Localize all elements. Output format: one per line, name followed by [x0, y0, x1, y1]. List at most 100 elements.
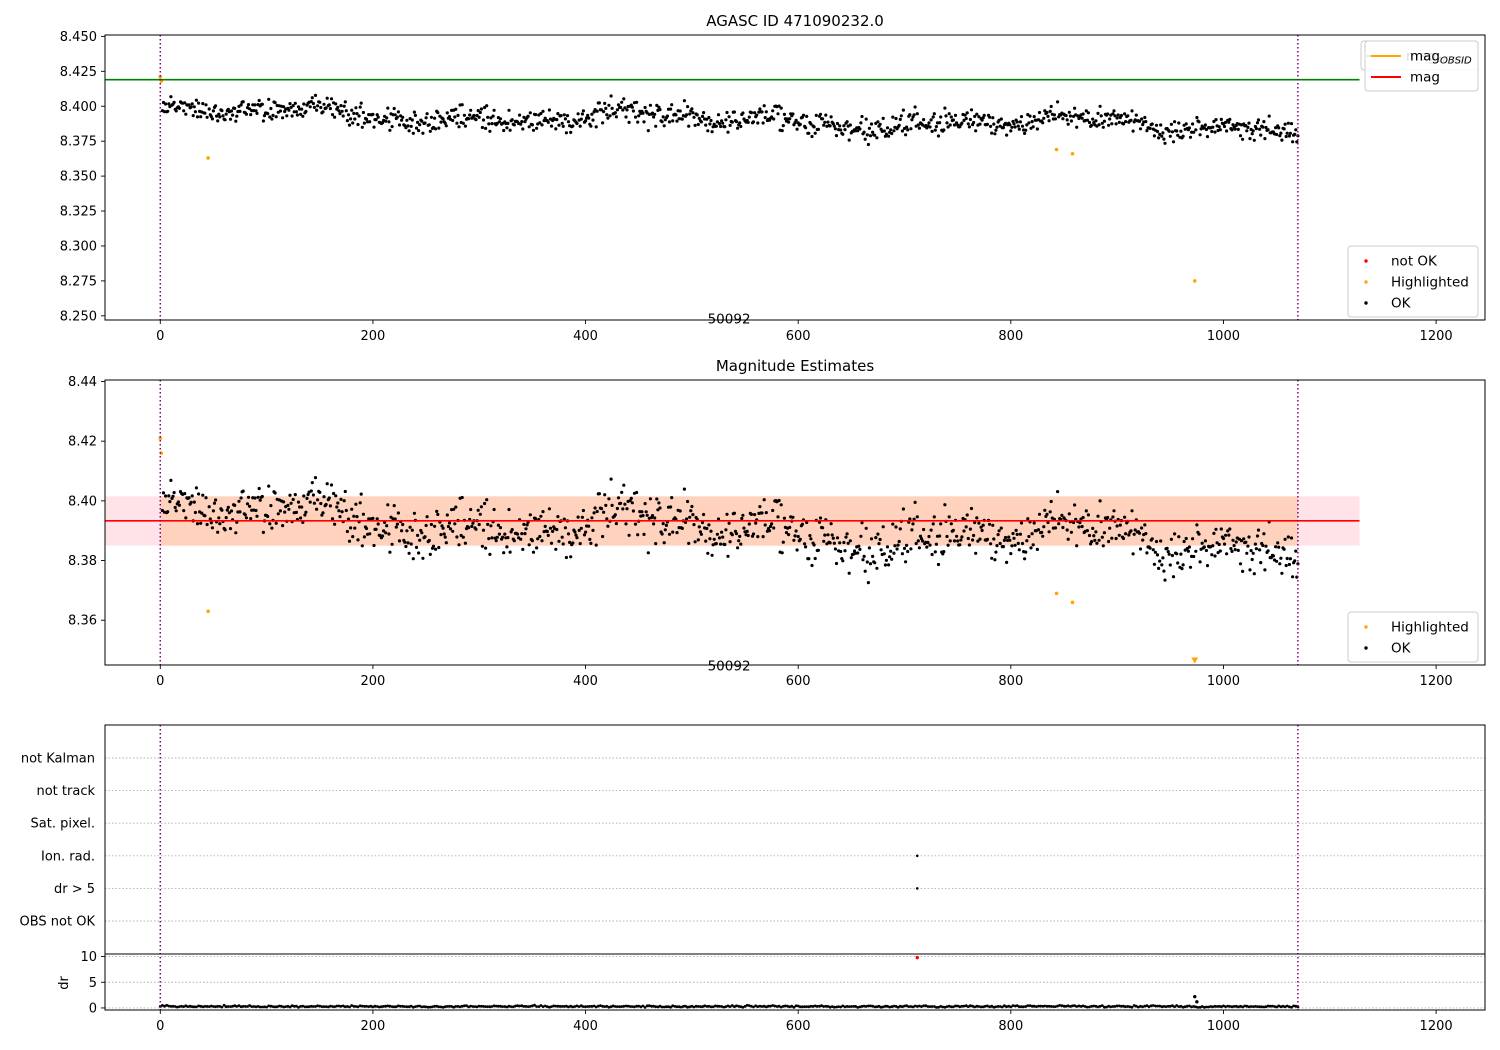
dr-point [1294, 1004, 1298, 1008]
data-point-ok [974, 129, 978, 133]
data-point-ok [1213, 554, 1217, 558]
data-point-ok [1046, 520, 1050, 525]
dr-point [579, 1004, 583, 1008]
data-point-ok [754, 521, 758, 525]
data-point-ok [627, 533, 631, 537]
data-point-ok [1258, 548, 1262, 552]
data-point-ok [1009, 129, 1013, 133]
data-point-ok [527, 543, 531, 547]
data-point-ok [249, 113, 253, 117]
data-point-ok [1252, 138, 1256, 142]
data-point-ok [308, 500, 312, 504]
data-point-ok [1191, 122, 1195, 126]
dr-point [1107, 1004, 1110, 1008]
data-point-ok [557, 539, 561, 543]
data-point-ok [561, 124, 565, 128]
dr-point [898, 1004, 902, 1008]
data-point-ok [725, 110, 729, 115]
data-point-ok [1069, 530, 1073, 534]
dr-point [911, 1005, 915, 1009]
data-point-ok [680, 526, 684, 531]
data-point-ok [387, 532, 391, 536]
x-tick-label: 600 [786, 1019, 811, 1034]
data-point-ok [1155, 129, 1160, 134]
data-point-ok [193, 110, 197, 114]
data-point-ok [1154, 539, 1159, 544]
dr-point [339, 1004, 343, 1008]
dr-point [1009, 1005, 1013, 1009]
data-point-ok [554, 547, 558, 551]
y-tick-label: 8.250 [60, 309, 97, 324]
dr-point [901, 1005, 904, 1009]
data-point-ok [798, 122, 802, 126]
dr-point [1058, 1004, 1062, 1007]
dr-point [252, 1005, 256, 1008]
data-point-ok [904, 560, 908, 564]
dr-point [937, 1005, 940, 1009]
dr-point [628, 1005, 632, 1008]
data-point-ok [972, 120, 976, 125]
data-point-ok [1154, 123, 1159, 127]
dr-point [346, 1005, 349, 1008]
data-point-ok [660, 120, 664, 124]
dr-point [180, 1004, 183, 1008]
data-point-ok [1200, 541, 1204, 545]
data-point-ok [375, 113, 379, 117]
dr-point [318, 1004, 322, 1008]
data-point-ok [627, 120, 631, 124]
data-point-ok [584, 530, 588, 534]
data-point-ok [546, 533, 550, 538]
data-point-ok [1248, 568, 1252, 572]
dr-point [675, 1005, 679, 1009]
data-point-ok [325, 482, 329, 486]
dr-point [645, 1004, 649, 1008]
data-point-ok [564, 131, 569, 135]
data-point-ok [519, 122, 523, 126]
data-point-ok [1275, 559, 1279, 563]
data-point-ok [702, 512, 706, 517]
data-point-ok [1168, 134, 1172, 138]
data-point-ok [192, 105, 196, 109]
data-point-ok [1204, 127, 1208, 132]
data-point-ok [975, 112, 979, 116]
dr-point [382, 1005, 385, 1008]
data-point-ok [427, 123, 431, 127]
data-point-ok [540, 539, 544, 543]
data-point-ok [397, 123, 402, 127]
data-point-ok [1256, 528, 1261, 532]
data-point-ok [669, 107, 673, 111]
dr-point [1143, 1004, 1147, 1008]
dr-point [998, 1005, 1002, 1008]
obsid-annotation: 50092 [708, 659, 751, 675]
data-point-ok [877, 542, 881, 546]
flag-category-label: Ion. rad. [41, 849, 95, 864]
data-point-ok [496, 523, 500, 527]
data-point-ok [787, 533, 791, 537]
dr-point [420, 1005, 424, 1009]
data-point-ok [1239, 539, 1244, 543]
dr-point [1275, 1005, 1278, 1009]
data-point-ok [302, 494, 306, 498]
data-point-ok [700, 114, 705, 118]
dr-point [862, 1004, 866, 1008]
dr-point [222, 1003, 226, 1007]
data-point-ok [1065, 528, 1069, 532]
data-point-ok [1117, 533, 1121, 537]
data-point-ok [892, 129, 896, 133]
data-point-ok [409, 124, 413, 128]
data-point-ok [1048, 109, 1052, 113]
data-point-ok [933, 128, 937, 132]
data-point-ok [648, 497, 653, 501]
data-point-ok [406, 124, 410, 128]
data-point-ok [847, 138, 851, 142]
data-point-ok [1296, 562, 1300, 566]
data-point-ok [1121, 536, 1126, 541]
data-point-ok [589, 124, 593, 128]
data-point-ok [905, 125, 909, 129]
data-point-ok [360, 544, 364, 548]
data-point-ok [244, 516, 248, 520]
data-point-ok [1226, 529, 1230, 533]
data-point-ok [776, 515, 780, 519]
data-point-ok [1211, 125, 1215, 129]
data-point-ok [860, 521, 864, 525]
